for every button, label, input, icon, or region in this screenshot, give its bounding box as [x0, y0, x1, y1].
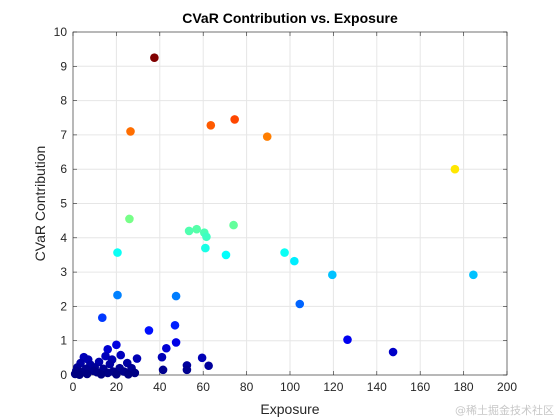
x-tick-label: 0: [70, 380, 77, 394]
data-point: [144, 326, 154, 335]
data-point: [103, 344, 113, 354]
x-axis-label: Exposure: [260, 401, 319, 417]
data-point: [295, 299, 305, 309]
x-tick-label: 20: [110, 380, 124, 394]
data-point: [201, 243, 210, 253]
data-point: [125, 214, 134, 224]
y-tick-label: 8: [60, 94, 67, 108]
data-point: [450, 164, 460, 174]
y-tick-label: 7: [60, 128, 67, 142]
y-tick-label: 6: [60, 162, 67, 176]
x-tick-label: 40: [153, 380, 167, 394]
x-tick-label: 100: [280, 380, 300, 394]
data-point: [158, 365, 168, 375]
data-point: [182, 365, 192, 375]
y-tick-label: 1: [60, 334, 67, 348]
data-point: [469, 270, 478, 280]
x-tick-label: 200: [497, 380, 517, 394]
data-point: [75, 370, 84, 379]
data-point: [280, 248, 289, 257]
data-point: [112, 370, 121, 379]
data-point: [112, 340, 121, 350]
data-point: [192, 224, 201, 234]
data-point: [103, 368, 113, 378]
data-point: [132, 354, 142, 363]
x-tick-label: 160: [410, 380, 430, 394]
data-point: [229, 220, 238, 230]
y-tick-label: 2: [60, 299, 67, 313]
y-tick-label: 0: [60, 368, 67, 382]
x-tick-label: 140: [367, 380, 387, 394]
y-tick-label: 4: [60, 231, 67, 245]
data-point: [150, 53, 159, 63]
y-tick-label: 5: [60, 197, 67, 211]
data-point: [197, 353, 207, 363]
data-point: [124, 370, 133, 379]
data-point: [116, 350, 126, 360]
chart-title: CVaR Contribution vs. Exposure: [182, 10, 398, 26]
data-point: [113, 290, 122, 300]
data-point: [221, 250, 231, 260]
x-tick-label: 180: [454, 380, 474, 394]
x-tick-label: 80: [240, 380, 254, 394]
watermark: @稀土掘金技术社区: [455, 404, 554, 417]
data-point: [206, 120, 216, 130]
data-points: [70, 53, 478, 379]
data-point: [388, 347, 398, 357]
data-point: [290, 256, 299, 266]
data-point: [328, 270, 337, 280]
data-point: [343, 335, 352, 344]
axis-ticks: 0 20 40 60 80 100 120 140 160 180 200 0 1 2 3 4 5 6 7 8 9 10: [54, 25, 518, 394]
data-point: [126, 127, 135, 136]
data-point: [230, 115, 239, 124]
data-point: [171, 338, 181, 347]
data-point: [157, 352, 167, 362]
y-tick-label: 10: [54, 25, 68, 39]
data-point: [184, 226, 194, 236]
data-point: [105, 359, 115, 369]
data-point: [97, 313, 107, 323]
x-tick-label: 120: [323, 380, 343, 394]
y-tick-label: 3: [60, 265, 67, 279]
data-point: [130, 368, 140, 378]
y-axis-label: CVaR Contribution: [32, 146, 48, 262]
data-point: [171, 291, 181, 301]
data-point: [162, 343, 171, 353]
data-point: [113, 248, 122, 257]
data-point: [262, 132, 272, 141]
data-point: [170, 320, 180, 330]
y-tick-label: 9: [60, 59, 67, 73]
data-point: [96, 370, 106, 379]
data-point: [101, 351, 110, 361]
data-point: [82, 369, 92, 379]
x-tick-label: 60: [197, 380, 211, 394]
data-point: [204, 361, 213, 371]
data-point: [202, 232, 211, 242]
